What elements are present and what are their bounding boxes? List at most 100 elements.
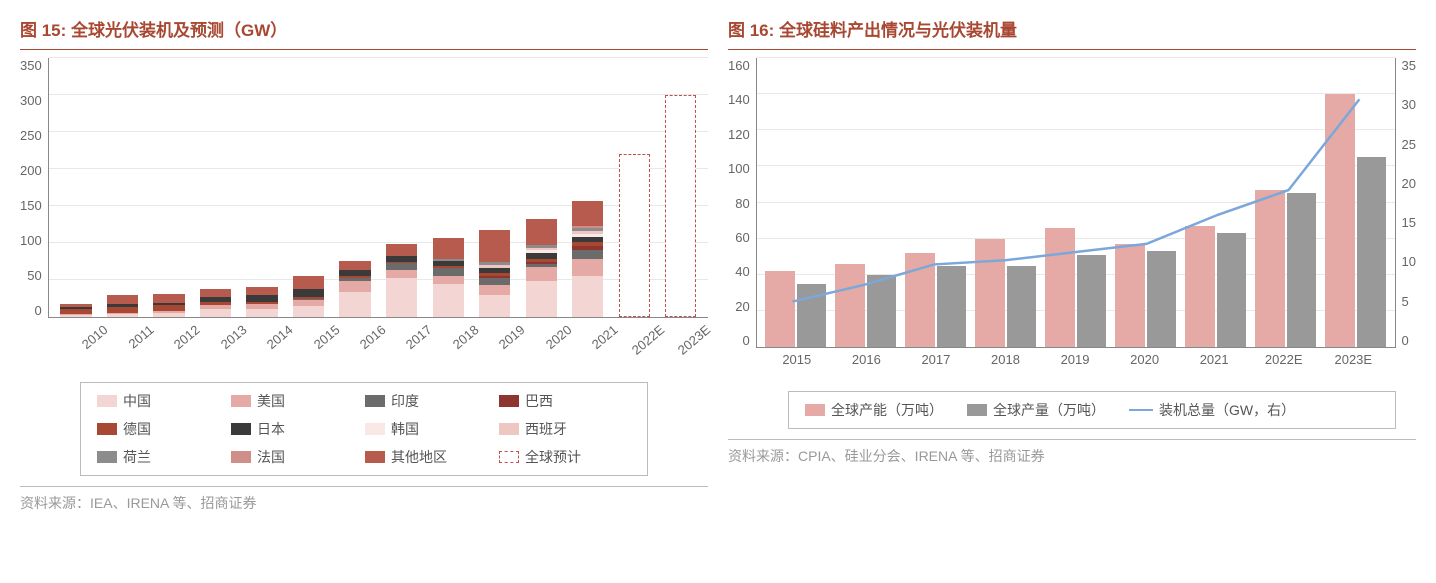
y-tick: 60 bbox=[735, 230, 749, 245]
bar-group bbox=[565, 58, 610, 317]
bar-segment bbox=[293, 276, 324, 289]
bar-output bbox=[1287, 193, 1316, 347]
bar-segment bbox=[479, 278, 510, 285]
bar-group bbox=[658, 58, 703, 317]
x-tick: 2021 bbox=[1179, 352, 1249, 367]
bar-segment bbox=[339, 292, 370, 317]
panel-right: 图 16: 全球硅料产出情况与光伏装机量 1601401201008060402… bbox=[728, 10, 1416, 513]
bar-segment bbox=[479, 230, 510, 262]
legend-swatch-forecast bbox=[499, 451, 519, 463]
bar-output bbox=[1357, 157, 1386, 347]
y-tick: 100 bbox=[728, 161, 750, 176]
legend-line-icon bbox=[1129, 409, 1153, 412]
legend-label: 其他地区 bbox=[391, 447, 447, 467]
legend-swatch bbox=[499, 395, 519, 407]
chart-title-left: 图 15: 全球光伏装机及预测（GW） bbox=[20, 10, 708, 50]
bar-segment bbox=[107, 295, 138, 305]
bar-group bbox=[100, 58, 145, 317]
legend-label: 全球预计 bbox=[525, 447, 581, 467]
legend-item: 全球预计 bbox=[499, 447, 609, 467]
legend-label: 美国 bbox=[257, 391, 285, 411]
bar-group bbox=[1181, 58, 1251, 347]
legend-swatch bbox=[365, 423, 385, 435]
forecast-bar bbox=[665, 95, 696, 317]
x-tick: 2023E bbox=[1319, 352, 1389, 367]
legend-swatch bbox=[365, 395, 385, 407]
bar-group bbox=[519, 58, 564, 317]
legend-label: 中国 bbox=[123, 391, 151, 411]
bar-group bbox=[612, 58, 657, 317]
bar-output bbox=[1007, 266, 1036, 347]
legend-right: 全球产能（万吨）全球产量（万吨）装机总量（GW，右） bbox=[788, 391, 1396, 429]
bar-capacity bbox=[835, 264, 864, 347]
y-tick: 35 bbox=[1402, 58, 1416, 73]
bar-segment bbox=[60, 315, 91, 317]
plot-right bbox=[756, 58, 1396, 348]
plot-left bbox=[48, 58, 708, 318]
legend-item: 日本 bbox=[231, 419, 341, 439]
legend-item: 其他地区 bbox=[365, 447, 475, 467]
y-axis-left: 350300250200150100500 bbox=[20, 58, 48, 318]
y-tick: 0 bbox=[742, 333, 749, 348]
bar-group bbox=[901, 58, 971, 347]
bar-segment bbox=[526, 281, 557, 317]
bar-output bbox=[867, 275, 896, 347]
y-tick: 120 bbox=[728, 127, 750, 142]
bar-group bbox=[1111, 58, 1181, 347]
bar-segment bbox=[246, 295, 277, 302]
x-tick: 2020 bbox=[1110, 352, 1180, 367]
y-tick: 80 bbox=[735, 196, 749, 211]
forecast-bar bbox=[619, 154, 650, 317]
bar-capacity bbox=[1325, 94, 1354, 347]
bar-output bbox=[1077, 255, 1106, 347]
legend-label: 韩国 bbox=[391, 419, 419, 439]
y-tick: 150 bbox=[20, 198, 42, 213]
bar-segment bbox=[386, 244, 417, 257]
legend-left: 中国美国印度巴西德国日本韩国西班牙荷兰法国其他地区全球预计 bbox=[80, 382, 648, 476]
bar-output bbox=[797, 284, 826, 347]
bar-segment bbox=[572, 276, 603, 317]
y-tick: 0 bbox=[34, 303, 41, 318]
y-tick: 50 bbox=[27, 268, 41, 283]
legend-label: 荷兰 bbox=[123, 447, 151, 467]
x-tick: 2023E bbox=[675, 322, 713, 358]
bar-segment bbox=[433, 268, 464, 276]
bar-output bbox=[1217, 233, 1246, 347]
bar-segment bbox=[433, 276, 464, 284]
bar-group bbox=[1321, 58, 1391, 347]
bar-group bbox=[240, 58, 285, 317]
x-tick: 2018 bbox=[971, 352, 1041, 367]
legend-swatch bbox=[365, 451, 385, 463]
bar-group bbox=[147, 58, 192, 317]
source-right: 资料来源：CPIA、硅业分会、IRENA 等、招商证券 bbox=[728, 439, 1416, 466]
x-axis-left: 2010201120122013201420152016201720182019… bbox=[50, 318, 708, 358]
bar-capacity bbox=[765, 271, 794, 347]
y-axis-right-primary: 160140120100806040200 bbox=[728, 58, 756, 348]
legend-item: 法国 bbox=[231, 447, 341, 467]
y-axis-right-secondary: 35302520151050 bbox=[1396, 58, 1416, 348]
legend-item: 西班牙 bbox=[499, 419, 609, 439]
y-tick: 20 bbox=[1402, 176, 1416, 191]
legend-swatch bbox=[499, 423, 519, 435]
bar-segment bbox=[200, 309, 231, 317]
legend-swatch bbox=[231, 395, 251, 407]
y-tick: 140 bbox=[728, 92, 750, 107]
panel-left: 图 15: 全球光伏装机及预测（GW） 35030025020015010050… bbox=[20, 10, 708, 513]
legend-item: 中国 bbox=[97, 391, 207, 411]
y-tick: 25 bbox=[1402, 137, 1416, 152]
bar-group bbox=[1041, 58, 1111, 347]
bar-segment bbox=[479, 295, 510, 317]
bar-group bbox=[286, 58, 331, 317]
bar-capacity bbox=[975, 239, 1004, 347]
y-tick: 300 bbox=[20, 93, 42, 108]
legend-item: 巴西 bbox=[499, 391, 609, 411]
legend-label: 巴西 bbox=[525, 391, 553, 411]
legend-label: 法国 bbox=[257, 447, 285, 467]
legend-label: 德国 bbox=[123, 419, 151, 439]
bar-group bbox=[333, 58, 378, 317]
bar-group bbox=[472, 58, 517, 317]
x-tick: 2019 bbox=[1040, 352, 1110, 367]
y-tick: 40 bbox=[735, 264, 749, 279]
y-tick: 5 bbox=[1402, 294, 1409, 309]
y-tick: 15 bbox=[1402, 215, 1416, 230]
